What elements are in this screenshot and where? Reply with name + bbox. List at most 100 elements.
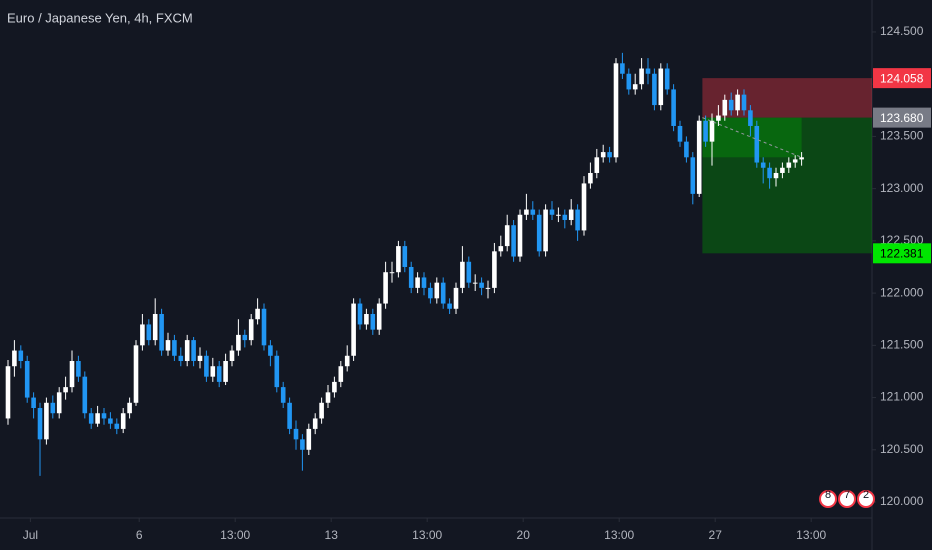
y-tick-label: 122.000 [880,285,924,299]
candle-body [95,413,100,424]
candle-body [440,282,446,304]
candle-body [453,287,459,309]
target-zone [702,117,872,254]
candle-body [728,99,734,111]
candle-body [498,246,504,252]
candle-body [236,334,241,351]
candle-body [76,361,81,377]
candle-body [312,418,318,429]
candle-body [735,94,740,111]
candle-body [562,214,568,220]
candle-body [280,387,286,403]
candle-body [204,355,209,377]
x-tick-label: 13:00 [412,528,442,542]
candle-body [722,99,728,116]
candle-body [5,366,11,419]
candle-body [613,63,619,158]
candle-body [588,172,593,184]
candle-body [594,157,600,173]
candle-body [632,84,638,90]
candle-body [165,340,171,351]
candle-body [517,214,523,257]
candle-body [178,355,184,362]
candle-body [383,272,388,304]
candle-body [24,361,30,398]
candle-body [197,355,203,362]
candle-body [434,282,440,299]
candle-body [108,418,113,424]
stop-price-tag [873,68,931,89]
candle-body [242,334,248,341]
candle-body [709,120,715,142]
candle-body [748,110,753,126]
candle-body [389,272,395,274]
candle-body [101,413,107,419]
candle-body [485,287,491,289]
candle-body [351,303,356,356]
candle-body [191,340,196,362]
x-tick-label: 13:00 [220,528,250,542]
candle-body [639,68,644,85]
candle-body [229,350,235,362]
candle-body [677,125,683,142]
chart-title: Euro / Japanese Yen, 4h, FXCM [7,10,193,25]
candle-body [428,287,433,299]
candle-body [645,68,651,74]
candle-body [31,397,36,409]
candle-body [152,313,158,341]
candle-body [741,94,747,111]
candle-body [306,428,312,450]
x-tick-label: 13 [325,528,339,542]
candle-body [492,251,497,288]
candle-body [357,303,363,325]
candle-body [82,376,88,414]
x-tick-label: 27 [709,528,723,542]
stop-zone [702,78,872,118]
candle-body [332,381,337,393]
candle-body [421,277,427,288]
candle-body [607,152,612,158]
candle-body [626,73,632,90]
candle-body [146,324,152,341]
candle-body [63,387,68,393]
candle-body [600,152,606,158]
candle-body [216,366,222,382]
candle-body [524,209,529,215]
candle-body [716,115,721,121]
event-badge-label: 7 [844,489,850,501]
candle-body [402,246,408,267]
event-badge-label: 8 [825,489,831,501]
stop-price-label: 124.058 [880,71,924,85]
x-tick-label: 6 [136,528,143,542]
candle-body [12,350,17,367]
candle-body [530,209,536,215]
candle-body [780,167,785,173]
candle-body [658,68,664,106]
candle-body [575,209,580,231]
candle-body [364,313,369,325]
candle-body [479,282,484,288]
y-tick-label: 120.500 [880,442,924,456]
candle-body [69,361,75,388]
candle-body [159,313,164,351]
candle-body [620,63,625,74]
candle-body [114,423,120,429]
y-tick-label: 121.000 [880,390,924,404]
candle-body [684,141,689,158]
target-price-label: 122.381 [880,246,924,260]
candle-body [568,209,574,220]
event-badge [838,490,856,508]
candle-body [210,366,216,377]
candle-body [172,340,177,356]
y-tick-label: 121.500 [880,338,924,352]
candle-body [415,277,420,288]
candle-body [18,350,24,362]
event-badge-label: 2 [863,489,869,501]
candle-body [703,120,708,142]
event-badge [857,490,875,508]
candle-body [466,261,472,283]
candle-body [652,73,657,106]
y-tick-label: 123.000 [880,181,924,195]
